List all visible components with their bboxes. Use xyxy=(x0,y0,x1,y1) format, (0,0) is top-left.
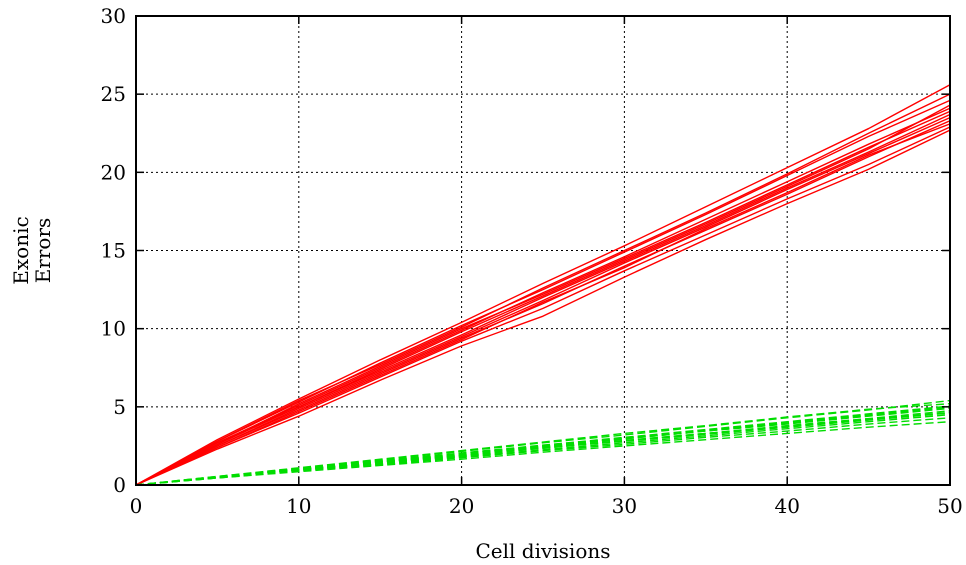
x-tick-label: 30 xyxy=(612,494,637,518)
red-series-line-10 xyxy=(135,123,951,486)
red-series-line-3 xyxy=(135,126,951,486)
red-series-line-5 xyxy=(135,84,951,486)
series-layer xyxy=(135,84,951,486)
y-axis-title-line-2: Errors xyxy=(31,218,55,284)
y-tick-label: 15 xyxy=(101,239,126,263)
red-series-line-11 xyxy=(135,93,951,486)
x-tick-label: 40 xyxy=(774,494,799,518)
y-tick-label: 20 xyxy=(101,160,126,184)
x-tick-label: 50 xyxy=(937,494,962,518)
red-series-line-6 xyxy=(135,116,951,486)
red-series-line-8 xyxy=(135,110,951,486)
ticks xyxy=(135,15,951,486)
x-tick-label: 10 xyxy=(286,494,311,518)
red-series-line-2 xyxy=(135,99,951,486)
green-series-line-23 xyxy=(135,412,951,486)
x-axis-title: Cell divisions xyxy=(475,539,610,563)
green-series-line-18 xyxy=(135,403,951,486)
x-tick-label: 0 xyxy=(130,494,143,518)
green-series-line-21 xyxy=(135,413,951,486)
y-tick-label: 30 xyxy=(101,4,126,28)
x-tick-label: 20 xyxy=(449,494,474,518)
y-tick-label: 5 xyxy=(113,395,126,419)
red-series-line-7 xyxy=(135,129,951,486)
y-tick-label: 10 xyxy=(101,317,126,341)
tick-labels: 0 10 20 30 40 50 0 5 10 15 20 25 30 xyxy=(101,4,963,518)
y-axis-title-line-1: Exonic xyxy=(9,216,33,284)
red-series-line-1 xyxy=(135,120,951,486)
red-series-line-9 xyxy=(135,104,951,486)
y-tick-label: 25 xyxy=(101,82,126,106)
y-tick-label: 0 xyxy=(113,473,126,497)
green-series-line-16 xyxy=(135,420,951,486)
grid xyxy=(136,16,950,485)
